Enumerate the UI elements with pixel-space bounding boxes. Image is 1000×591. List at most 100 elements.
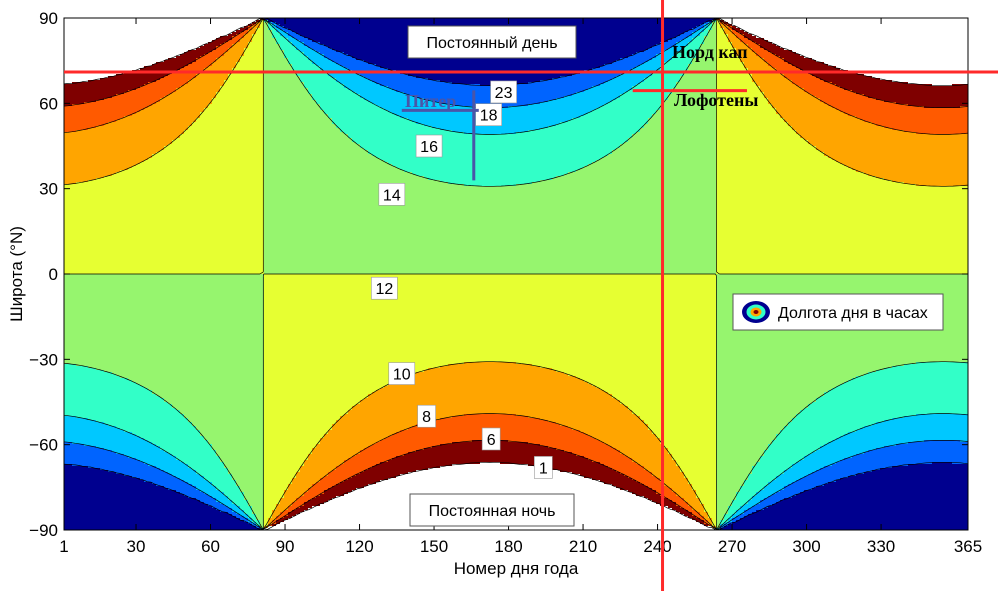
contour-band-cell: [232, 32, 241, 35]
contour-band-cell: [716, 346, 968, 349]
contour-label-text: 8: [422, 409, 431, 426]
contour-band-cell: [568, 172, 717, 175]
contour-band-cell: [652, 116, 717, 119]
contour-band-cell: [304, 52, 321, 55]
contour-band-cell: [716, 28, 725, 31]
contour-band-cell: [688, 502, 701, 505]
contour-band-cell: [328, 472, 361, 475]
contour-band-cell: [64, 256, 265, 259]
contour-band-cell: [148, 388, 265, 391]
contour-band-cell: [272, 22, 277, 25]
contour-label-text: 12: [375, 281, 393, 298]
contour-band-cell: [716, 192, 968, 195]
contour-band-cell: [180, 412, 265, 415]
contour-band-cell: [64, 52, 185, 55]
contour-band-cell: [64, 120, 117, 123]
contour-band-cell: [832, 388, 968, 391]
contour-band-cell: [336, 124, 425, 127]
contour-band-cell: [236, 512, 245, 515]
contour-band-cell: [64, 308, 265, 311]
contour-band-cell: [304, 54, 325, 57]
contour-band-cell: [640, 482, 665, 485]
contour-band-cell: [64, 322, 265, 325]
contour-band-cell: [264, 500, 281, 503]
contour-band-cell: [700, 522, 705, 525]
contour-band-cell: [196, 60, 217, 63]
contour-band-cell: [252, 524, 257, 527]
contour-band-cell: [104, 124, 193, 127]
contour-band-cell: [640, 64, 665, 67]
contour-band-cell: [264, 322, 717, 325]
contour-band-cell: [848, 476, 968, 479]
contour-band-cell: [192, 62, 213, 65]
contour-band-cell: [280, 518, 289, 521]
contour-band-cell: [328, 488, 357, 491]
contour-band-cell: [260, 22, 265, 25]
contour-band-cell: [716, 230, 968, 233]
contour-band-cell: [108, 424, 193, 427]
contour-band-cell: [64, 332, 265, 335]
contour-band-cell: [712, 20, 717, 23]
contour-band-cell: [216, 454, 265, 457]
contour-band-cell: [780, 490, 805, 493]
contour-band-cell: [824, 154, 968, 157]
contour-band-cell: [552, 368, 717, 371]
contour-band-cell: [84, 102, 157, 105]
contour-band-cell: [764, 454, 809, 457]
contour-band-cell: [264, 512, 273, 515]
contour-band-cell: [716, 42, 733, 45]
contour-band-cell: [704, 42, 717, 45]
contour-band-cell: [716, 104, 773, 107]
contour-band-cell: [264, 224, 717, 227]
contour-band-cell: [264, 178, 429, 181]
contour-band-cell: [64, 146, 165, 149]
contour-band-cell: [792, 418, 893, 421]
contour-band-cell: [636, 462, 677, 465]
contour-band-cell: [672, 500, 685, 503]
contour-band-cell: [308, 456, 353, 459]
contour-band-cell: [704, 28, 713, 31]
contour-band-cell: [380, 388, 601, 391]
contour-band-cell: [264, 474, 297, 477]
contour-band-cell: [716, 142, 809, 145]
contour-band-cell: [304, 460, 345, 463]
contour-band-cell: [236, 504, 249, 507]
contour-band-cell: [264, 64, 293, 67]
contour-band-cell: [716, 166, 849, 169]
contour-band-cell: [204, 502, 221, 505]
contour-band-cell: [716, 364, 905, 367]
contour-band-cell: [664, 62, 693, 65]
contour-band-cell: [368, 62, 613, 65]
contour-band-cell: [908, 104, 968, 107]
contour-band-cell: [216, 92, 265, 95]
contour-band-cell: [160, 448, 213, 451]
contour-band-cell: [172, 92, 217, 95]
contour-band-cell: [704, 30, 709, 33]
contour-band-cell: [184, 462, 225, 465]
contour-band-cell: [64, 200, 265, 203]
contour-band-cell: [616, 98, 669, 101]
contour-band-cell: [908, 442, 968, 445]
contour-band-cell: [64, 128, 89, 131]
contour-band-cell: [716, 162, 841, 165]
contour-band-cell: [716, 330, 968, 333]
contour-band-cell: [716, 456, 761, 459]
contour-band-cell: [688, 64, 717, 67]
contour-band-cell: [796, 416, 905, 419]
contour-band-cell: [248, 28, 253, 31]
contour-band-cell: [736, 498, 753, 501]
contour-band-cell: [364, 60, 617, 63]
contour-band-cell: [784, 60, 817, 63]
contour-band-cell: [216, 48, 229, 51]
contour-band-cell: [716, 414, 797, 417]
contour-band-cell: [840, 68, 968, 71]
contour-band-cell: [836, 480, 968, 483]
contour-band-cell: [756, 462, 797, 465]
contour-band-cell: [556, 98, 617, 101]
contour-band-cell: [240, 56, 265, 59]
contour-label-box: [490, 80, 517, 104]
contour-band-cell: [696, 56, 717, 59]
contour-band-cell: [64, 350, 265, 353]
contour-band-cell: [264, 448, 313, 451]
contour-band-cell: [804, 88, 845, 91]
